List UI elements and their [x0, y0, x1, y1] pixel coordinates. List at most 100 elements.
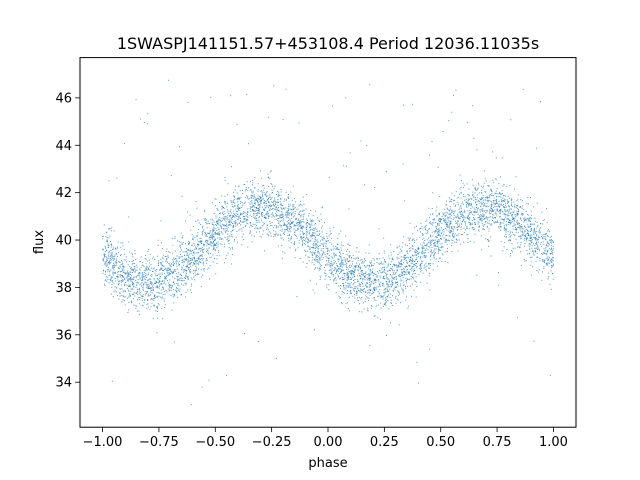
- data-point: [500, 229, 502, 231]
- data-point: [131, 288, 133, 290]
- data-point: [337, 269, 338, 271]
- data-point: [180, 277, 182, 279]
- data-point: [429, 273, 431, 275]
- data-point: [480, 214, 482, 216]
- data-point: [258, 231, 260, 233]
- data-point: [530, 256, 532, 258]
- data-point: [370, 289, 372, 291]
- data-point: [146, 267, 148, 269]
- data-point: [241, 236, 243, 238]
- data-point: [117, 247, 119, 249]
- data-point: [257, 210, 259, 212]
- data-point: [467, 215, 469, 217]
- data-point: [331, 268, 333, 270]
- data-point: [242, 221, 244, 223]
- data-point: [154, 296, 156, 298]
- data-point: [316, 234, 318, 236]
- data-point: [460, 226, 462, 228]
- data-point: [552, 256, 554, 258]
- data-point: [349, 152, 351, 154]
- data-point: [193, 242, 195, 244]
- data-point: [110, 269, 112, 271]
- data-point: [196, 260, 198, 262]
- data-point: [427, 267, 429, 269]
- data-point: [437, 248, 439, 250]
- data-point: [242, 213, 244, 215]
- data-point: [185, 266, 187, 268]
- data-point: [269, 222, 271, 224]
- data-point: [542, 259, 544, 261]
- data-point: [226, 223, 228, 225]
- data-point: [347, 282, 349, 284]
- data-point: [548, 243, 550, 245]
- data-point: [194, 244, 196, 246]
- data-point: [550, 261, 552, 263]
- data-point: [355, 257, 357, 259]
- data-point: [510, 202, 512, 204]
- data-point: [337, 258, 339, 260]
- data-point: [314, 243, 316, 245]
- data-point: [474, 223, 476, 225]
- data-point: [461, 217, 463, 219]
- data-point: [488, 206, 490, 208]
- data-point: [412, 276, 414, 278]
- data-point: [549, 257, 551, 259]
- data-point: [497, 211, 499, 213]
- data-point: [213, 236, 215, 238]
- data-point: [478, 225, 480, 227]
- data-point: [381, 272, 383, 274]
- data-point: [345, 282, 347, 284]
- data-point: [226, 209, 228, 211]
- data-point: [145, 290, 147, 292]
- data-point: [550, 260, 552, 262]
- data-point: [473, 207, 475, 209]
- data-point: [169, 284, 171, 286]
- data-point: [460, 243, 462, 245]
- data-point: [502, 157, 504, 159]
- data-point: [316, 260, 318, 262]
- data-point: [111, 244, 113, 246]
- data-point: [541, 279, 543, 281]
- data-point: [339, 256, 341, 258]
- data-point: [523, 225, 525, 227]
- data-point: [124, 282, 126, 284]
- data-point: [266, 211, 268, 213]
- data-point: [114, 286, 116, 288]
- data-point: [426, 219, 428, 221]
- data-point: [137, 281, 139, 283]
- data-point: [302, 218, 304, 220]
- data-point: [351, 277, 353, 279]
- data-point: [530, 218, 532, 220]
- data-point: [358, 311, 360, 313]
- data-point: [341, 261, 343, 263]
- data-point: [221, 217, 223, 219]
- data-point: [496, 220, 498, 222]
- data-point: [460, 211, 462, 213]
- data-point: [446, 222, 448, 224]
- data-point: [237, 206, 239, 208]
- data-point: [321, 243, 323, 245]
- data-point: [490, 194, 491, 196]
- data-point: [460, 213, 462, 215]
- data-point: [162, 287, 164, 289]
- data-point: [288, 240, 290, 242]
- data-point: [429, 242, 431, 244]
- data-point: [229, 235, 231, 237]
- data-point: [506, 218, 508, 220]
- data-point: [488, 230, 490, 232]
- data-point: [228, 223, 230, 225]
- data-point: [476, 149, 478, 151]
- data-point: [213, 247, 215, 249]
- data-point: [250, 196, 252, 198]
- data-point: [219, 255, 221, 257]
- data-point: [533, 251, 535, 253]
- data-point: [178, 285, 180, 287]
- data-point: [294, 234, 296, 236]
- data-point: [411, 240, 413, 242]
- data-point: [322, 253, 324, 255]
- data-point: [342, 282, 344, 284]
- data-point: [413, 289, 415, 291]
- data-point: [200, 258, 202, 260]
- data-point: [449, 197, 451, 199]
- data-point: [200, 241, 202, 243]
